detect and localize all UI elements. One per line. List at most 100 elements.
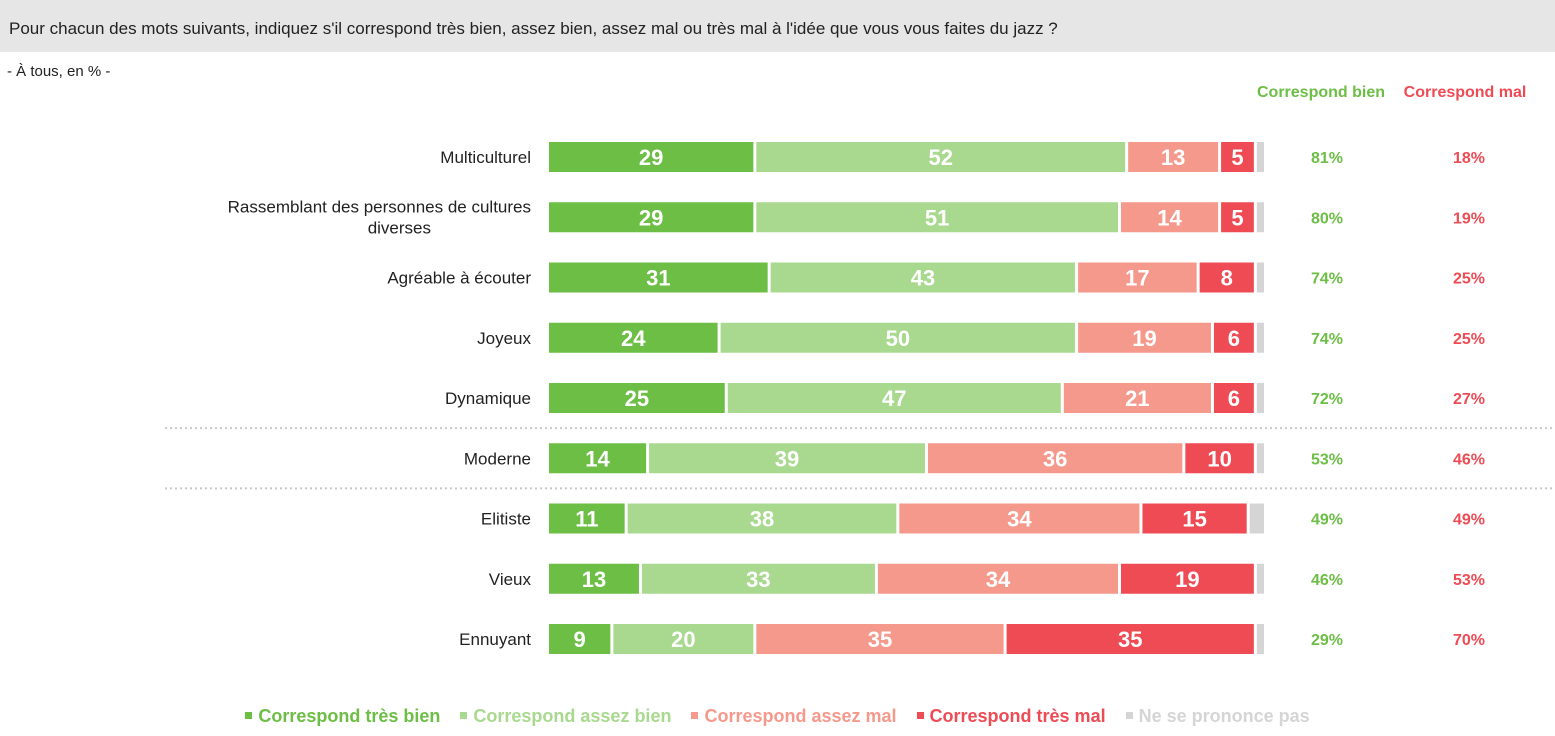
question-text: Pour chacun des mots suivants, indiquez … (9, 19, 1058, 38)
summary-correspond-bien: 29% (1311, 632, 1343, 649)
bar-segment-tres-bien (549, 202, 754, 233)
data-label-tres-mal: 19 (1175, 567, 1199, 592)
data-label-assez-mal: 34 (1007, 507, 1032, 532)
bar-segment-assez-mal (899, 503, 1140, 534)
summary-correspond-mal: 53% (1453, 572, 1485, 589)
summary-correspond-mal: 70% (1453, 632, 1485, 649)
bar-segment-tres-bien (549, 503, 625, 534)
category-label: Moderne (464, 449, 531, 468)
summary-correspond-bien: 81% (1311, 150, 1343, 167)
data-label-tres-mal: 5 (1231, 205, 1243, 230)
data-label-tres-bien: 11 (575, 507, 598, 532)
data-label-tres-bien: 25 (625, 386, 649, 411)
bar-segment-assez-mal (756, 624, 1004, 654)
bar-segment-assez-bien (756, 142, 1126, 172)
chart-legend: Correspond très bien Correspond assez bie… (0, 706, 1555, 727)
data-label-assez-mal: 21 (1125, 386, 1149, 411)
bar-segment-assez-mal (877, 563, 1118, 594)
column-header-correspond-bien: Correspond bien (1256, 84, 1385, 101)
bar-segment-tres-mal (1006, 624, 1254, 654)
bar-segment-assez-bien (770, 262, 1076, 293)
summary-correspond-bien: 74% (1311, 271, 1343, 288)
bar-segment-nsp (1256, 202, 1264, 233)
bar-segment-tres-mal (1213, 322, 1254, 353)
subtitle: - À tous, en % - (7, 63, 111, 80)
summary-correspond-mal: 27% (1453, 391, 1485, 408)
summary-correspond-bien: 46% (1311, 572, 1343, 589)
category-label: Dynamique (445, 389, 531, 408)
legend-swatch (1125, 712, 1133, 719)
category-label: Joyeux (477, 329, 531, 348)
data-label-assez-bien: 39 (775, 446, 799, 471)
data-label-tres-bien: 9 (574, 627, 586, 652)
legend-swatch (245, 712, 253, 719)
data-label-tres-bien: 31 (646, 266, 670, 291)
legend-label: Correspond très bien (258, 706, 441, 726)
bar-segment-assez-bien (756, 202, 1118, 233)
legend-swatch (460, 712, 468, 719)
legend-swatch (916, 712, 924, 719)
bar-segment-assez-mal (927, 443, 1183, 474)
data-label-assez-bien: 43 (911, 266, 935, 291)
legend-item-tres-mal: Correspond très mal (916, 706, 1106, 727)
bar-segment-assez-bien (720, 322, 1076, 353)
category-label: Multiculturel (440, 148, 531, 167)
data-label-assez-mal: 34 (986, 567, 1011, 592)
legend-item-tres-bien: Correspond très bien (245, 706, 440, 727)
data-label-tres-mal: 6 (1228, 326, 1240, 351)
data-label-tres-mal: 15 (1182, 507, 1206, 532)
bar-segment-tres-bien (549, 383, 725, 413)
bar-segment-tres-mal (1199, 262, 1254, 293)
category-label: Elitiste (481, 510, 531, 529)
bar-segment-tres-mal (1142, 503, 1247, 534)
stacked-bar-chart: Multiculturel 29 52 13 5 81% 18%Rassemblant de… (165, 142, 1555, 654)
bar-segment-assez-mal (1078, 262, 1197, 293)
data-label-assez-bien: 38 (750, 507, 774, 532)
data-label-tres-mal: 8 (1221, 266, 1233, 291)
bar-segment-assez-bien (641, 563, 875, 594)
summary-correspond-bien: 72% (1311, 391, 1343, 408)
summary-correspond-mal: 18% (1453, 150, 1485, 167)
legend-item-assez-bien: Correspond assez bien (460, 706, 671, 727)
bar-segment-nsp (1256, 443, 1264, 474)
data-label-tres-bien: 24 (621, 326, 646, 351)
data-label-assez-mal: 14 (1157, 205, 1182, 230)
summary-correspond-mal: 19% (1453, 210, 1485, 227)
category-label: Rassemblant des personnes de cultures div… (228, 197, 531, 237)
data-label-assez-bien: 50 (886, 326, 910, 351)
bar-segment-tres-mal (1185, 443, 1254, 474)
data-label-tres-mal: 10 (1207, 446, 1231, 471)
data-label-assez-mal: 35 (868, 627, 892, 652)
bar-segment-nsp (1256, 383, 1264, 413)
summary-correspond-mal: 25% (1453, 331, 1485, 348)
data-label-assez-bien: 52 (929, 145, 953, 170)
bar-segment-nsp (1256, 322, 1264, 353)
data-label-tres-mal: 35 (1118, 627, 1142, 652)
category-label: Agréable à écouter (387, 269, 531, 288)
category-label: Ennuyant (459, 630, 531, 649)
summary-correspond-bien: 49% (1311, 512, 1343, 529)
legend-label: Correspond assez bien (473, 706, 672, 726)
data-label-tres-bien: 13 (582, 567, 606, 592)
bar-segment-assez-mal (1078, 322, 1211, 353)
bar-segment-assez-mal (1063, 383, 1211, 413)
data-label-tres-bien: 29 (639, 205, 663, 230)
data-label-assez-bien: 33 (746, 567, 770, 592)
bar-segment-nsp (1256, 262, 1264, 293)
bar-segment-tres-bien (549, 624, 611, 654)
data-label-tres-mal: 5 (1231, 145, 1243, 170)
legend-label: Correspond assez mal (704, 706, 897, 726)
bar-segment-nsp (1256, 563, 1264, 594)
bar-segment-tres-mal (1221, 142, 1254, 172)
bar-segment-tres-bien (549, 262, 768, 293)
bar-segment-tres-mal (1213, 383, 1254, 413)
data-label-assez-bien: 51 (925, 205, 949, 230)
data-label-assez-mal: 36 (1043, 446, 1067, 471)
summary-correspond-mal: 46% (1453, 451, 1485, 468)
question-header: Pour chacun des mots suivants, indiquez … (0, 0, 1555, 52)
summary-correspond-bien: 74% (1311, 331, 1343, 348)
summary-correspond-bien: 80% (1311, 210, 1343, 227)
legend-item-assez-mal: Correspond assez mal (691, 706, 897, 727)
bar-segment-tres-bien (549, 563, 639, 594)
bar-segment-assez-mal (1121, 202, 1219, 233)
